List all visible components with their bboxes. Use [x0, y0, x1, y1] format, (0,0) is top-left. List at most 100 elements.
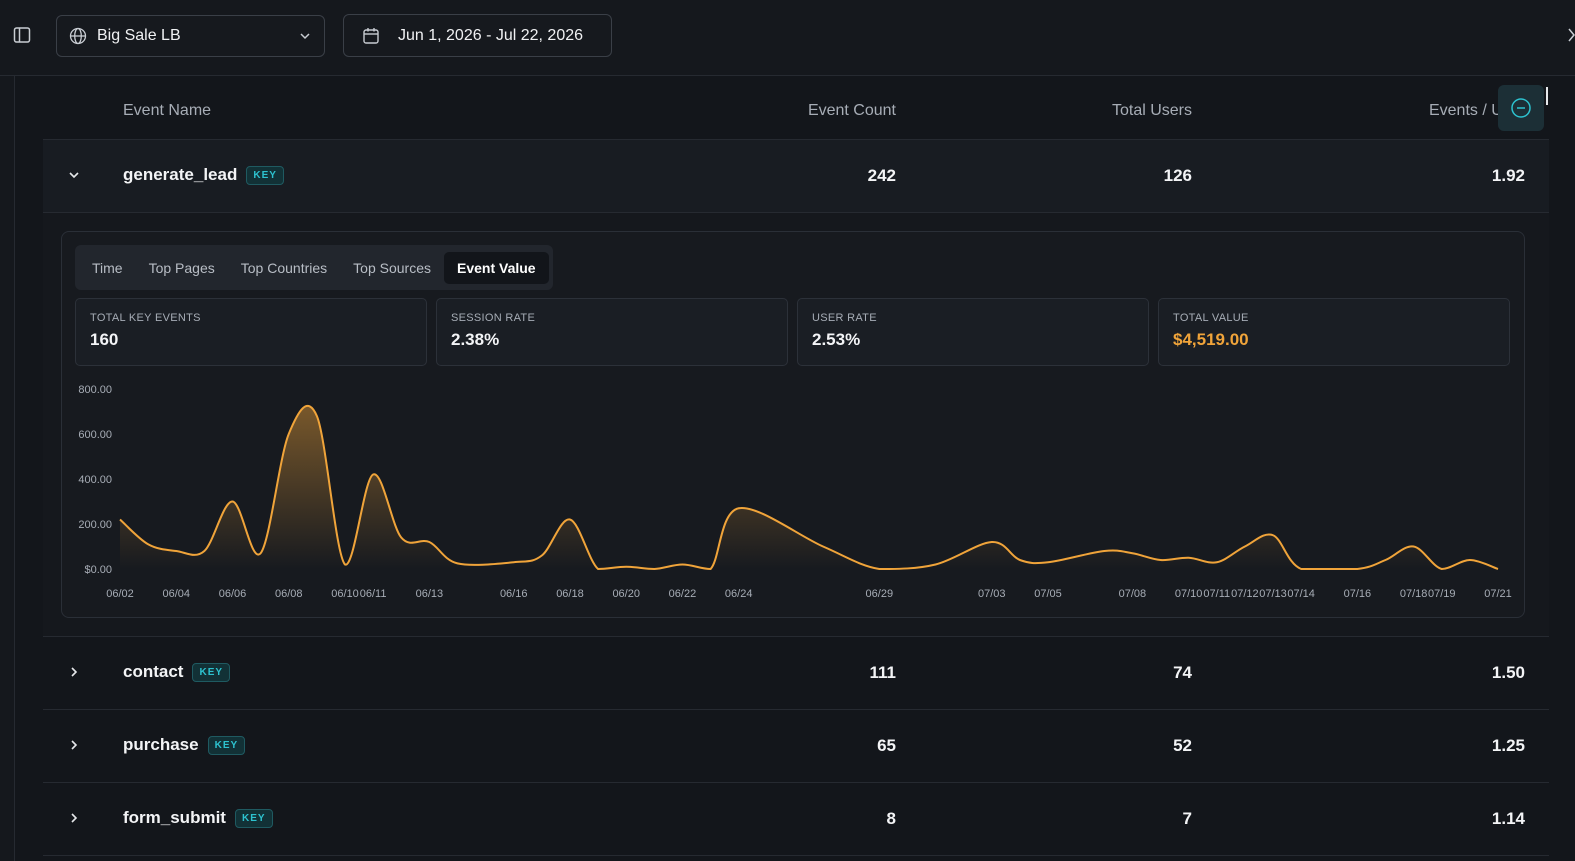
metric-value: 2.53% [812, 330, 861, 349]
x-tick-label: 07/16 [1344, 588, 1372, 600]
x-tick-label: 06/02 [106, 588, 134, 600]
metric-session-rate: SESSION RATE 2.38% [436, 298, 788, 366]
data-point[interactable] [821, 545, 825, 549]
data-point[interactable] [990, 540, 994, 544]
data-point[interactable] [1496, 567, 1500, 571]
data-point[interactable] [596, 567, 600, 571]
tab-time[interactable]: Time [92, 259, 123, 276]
x-tick-label: 06/06 [219, 588, 247, 600]
series-line [119, 404, 1499, 571]
data-point[interactable] [1271, 533, 1275, 537]
data-point[interactable] [287, 432, 291, 436]
detail-panel: Time Top Pages Top Countries Top Sources… [61, 231, 1525, 618]
tab-top-countries[interactable]: Top Countries [240, 259, 328, 276]
data-point[interactable] [680, 563, 684, 567]
total-users: 52 [1173, 736, 1192, 755]
data-point[interactable] [1468, 558, 1472, 562]
data-point[interactable] [118, 518, 122, 522]
chevron-down-icon[interactable] [67, 168, 81, 182]
calendar-icon [363, 27, 379, 44]
data-point[interactable] [1355, 567, 1359, 571]
data-point[interactable] [146, 542, 150, 546]
table-row[interactable]: generate_lead KEY 242 126 1.92 [43, 140, 1549, 213]
date-range-label: Jun 1, 2026 - Jul 22, 2026 [398, 26, 584, 44]
data-point[interactable] [1018, 558, 1022, 562]
x-tick-label: 07/18 [1400, 588, 1428, 600]
data-point[interactable] [1130, 551, 1134, 555]
data-point[interactable] [343, 563, 347, 567]
data-point[interactable] [315, 414, 319, 418]
data-point[interactable] [1046, 560, 1050, 564]
header-event-name[interactable]: Event Name [123, 102, 212, 119]
x-tick-label: 06/29 [866, 588, 894, 600]
x-tick-label: 06/11 [360, 588, 387, 600]
data-point[interactable] [737, 506, 741, 510]
tab-top-pages[interactable]: Top Pages [148, 259, 215, 276]
data-point[interactable] [1384, 558, 1388, 562]
metric-cards: TOTAL KEY EVENTS 160 SESSION RATE 2.38% … [75, 298, 1510, 366]
data-point[interactable] [371, 473, 375, 477]
table-row[interactable]: contact KEY 111 74 1.50 [43, 637, 1549, 710]
event-name-cell: form_submit KEY [123, 808, 273, 828]
event-value-chart: $0.00 200.00 400.00 600.00 800.00 06/02 06/04 0… [78, 384, 1512, 600]
top-bar: Big Sale LB Jun 1, 2026 - Jul 22, 2026 [0, 0, 1575, 76]
tab-event-value[interactable]: Event Value [443, 251, 549, 284]
data-point[interactable] [427, 540, 431, 544]
x-tick-label: 07/21 [1484, 588, 1512, 600]
data-point[interactable] [1299, 567, 1303, 571]
data-point[interactable] [455, 561, 459, 565]
x-tick-label: 07/10 [1175, 588, 1203, 600]
y-tick-label: 800.00 [78, 384, 112, 396]
data-point[interactable] [540, 554, 544, 558]
data-point[interactable] [877, 567, 881, 571]
table-row[interactable]: purchase KEY 65 52 1.25 [43, 710, 1549, 783]
sidebar-toggle-icon[interactable] [13, 26, 31, 44]
x-tick-label: 06/24 [725, 588, 753, 600]
tab-top-sources[interactable]: Top Sources [353, 259, 431, 276]
event-name-cell: contact KEY [123, 662, 231, 682]
site-selector[interactable]: Big Sale LB [56, 15, 325, 57]
data-point[interactable] [1440, 567, 1444, 571]
x-tick-label: 06/20 [612, 588, 640, 600]
data-point[interactable] [399, 536, 403, 540]
floating-action-button[interactable] [1498, 85, 1544, 131]
left-rail [0, 76, 15, 861]
chevron-right-icon[interactable] [67, 738, 81, 752]
data-point[interactable] [568, 518, 572, 522]
data-point[interactable] [1187, 556, 1191, 560]
events-per-user: 1.92 [1491, 166, 1525, 185]
header-total-users[interactable]: Total Users [1111, 102, 1192, 119]
x-tick-label: 07/12 [1231, 588, 1259, 600]
data-point[interactable] [652, 567, 656, 571]
data-point[interactable] [174, 549, 178, 553]
events-per-user: 1.50 [1491, 663, 1525, 682]
data-point[interactable] [1102, 549, 1106, 553]
x-tick-label: 06/04 [162, 588, 190, 600]
x-tick-label: 07/13 [1259, 588, 1287, 600]
header-event-count[interactable]: Event Count [807, 102, 896, 119]
chevron-right-icon[interactable] [67, 811, 81, 825]
table-row[interactable]: form_submit KEY 8 7 1.14 [43, 783, 1549, 856]
metric-label: TOTAL VALUE [1173, 312, 1249, 324]
data-point[interactable] [259, 551, 263, 555]
metric-value: 160 [90, 330, 119, 349]
table-header: Event Name Event Count Total Users Event… [43, 76, 1549, 140]
y-tick-label: $0.00 [84, 564, 112, 576]
chevron-icon[interactable] [1567, 28, 1575, 42]
data-point[interactable] [1243, 545, 1247, 549]
data-point[interactable] [1215, 560, 1219, 564]
date-range-picker[interactable]: Jun 1, 2026 - Jul 22, 2026 [343, 14, 612, 57]
data-point[interactable] [202, 549, 206, 553]
events-table: Event Name Event Count Total Users Event… [43, 76, 1549, 856]
data-point[interactable] [709, 567, 713, 571]
event-name: generate_lead [123, 165, 238, 184]
data-point[interactable] [230, 500, 234, 504]
metric-total-key-events: TOTAL KEY EVENTS 160 [75, 298, 427, 366]
data-point[interactable] [1159, 558, 1163, 562]
data-point[interactable] [934, 563, 938, 567]
data-point[interactable] [1412, 545, 1416, 549]
data-point[interactable] [512, 560, 516, 564]
x-tick-label: 06/13 [416, 588, 444, 600]
data-point[interactable] [624, 565, 628, 569]
chevron-right-icon[interactable] [67, 665, 81, 679]
